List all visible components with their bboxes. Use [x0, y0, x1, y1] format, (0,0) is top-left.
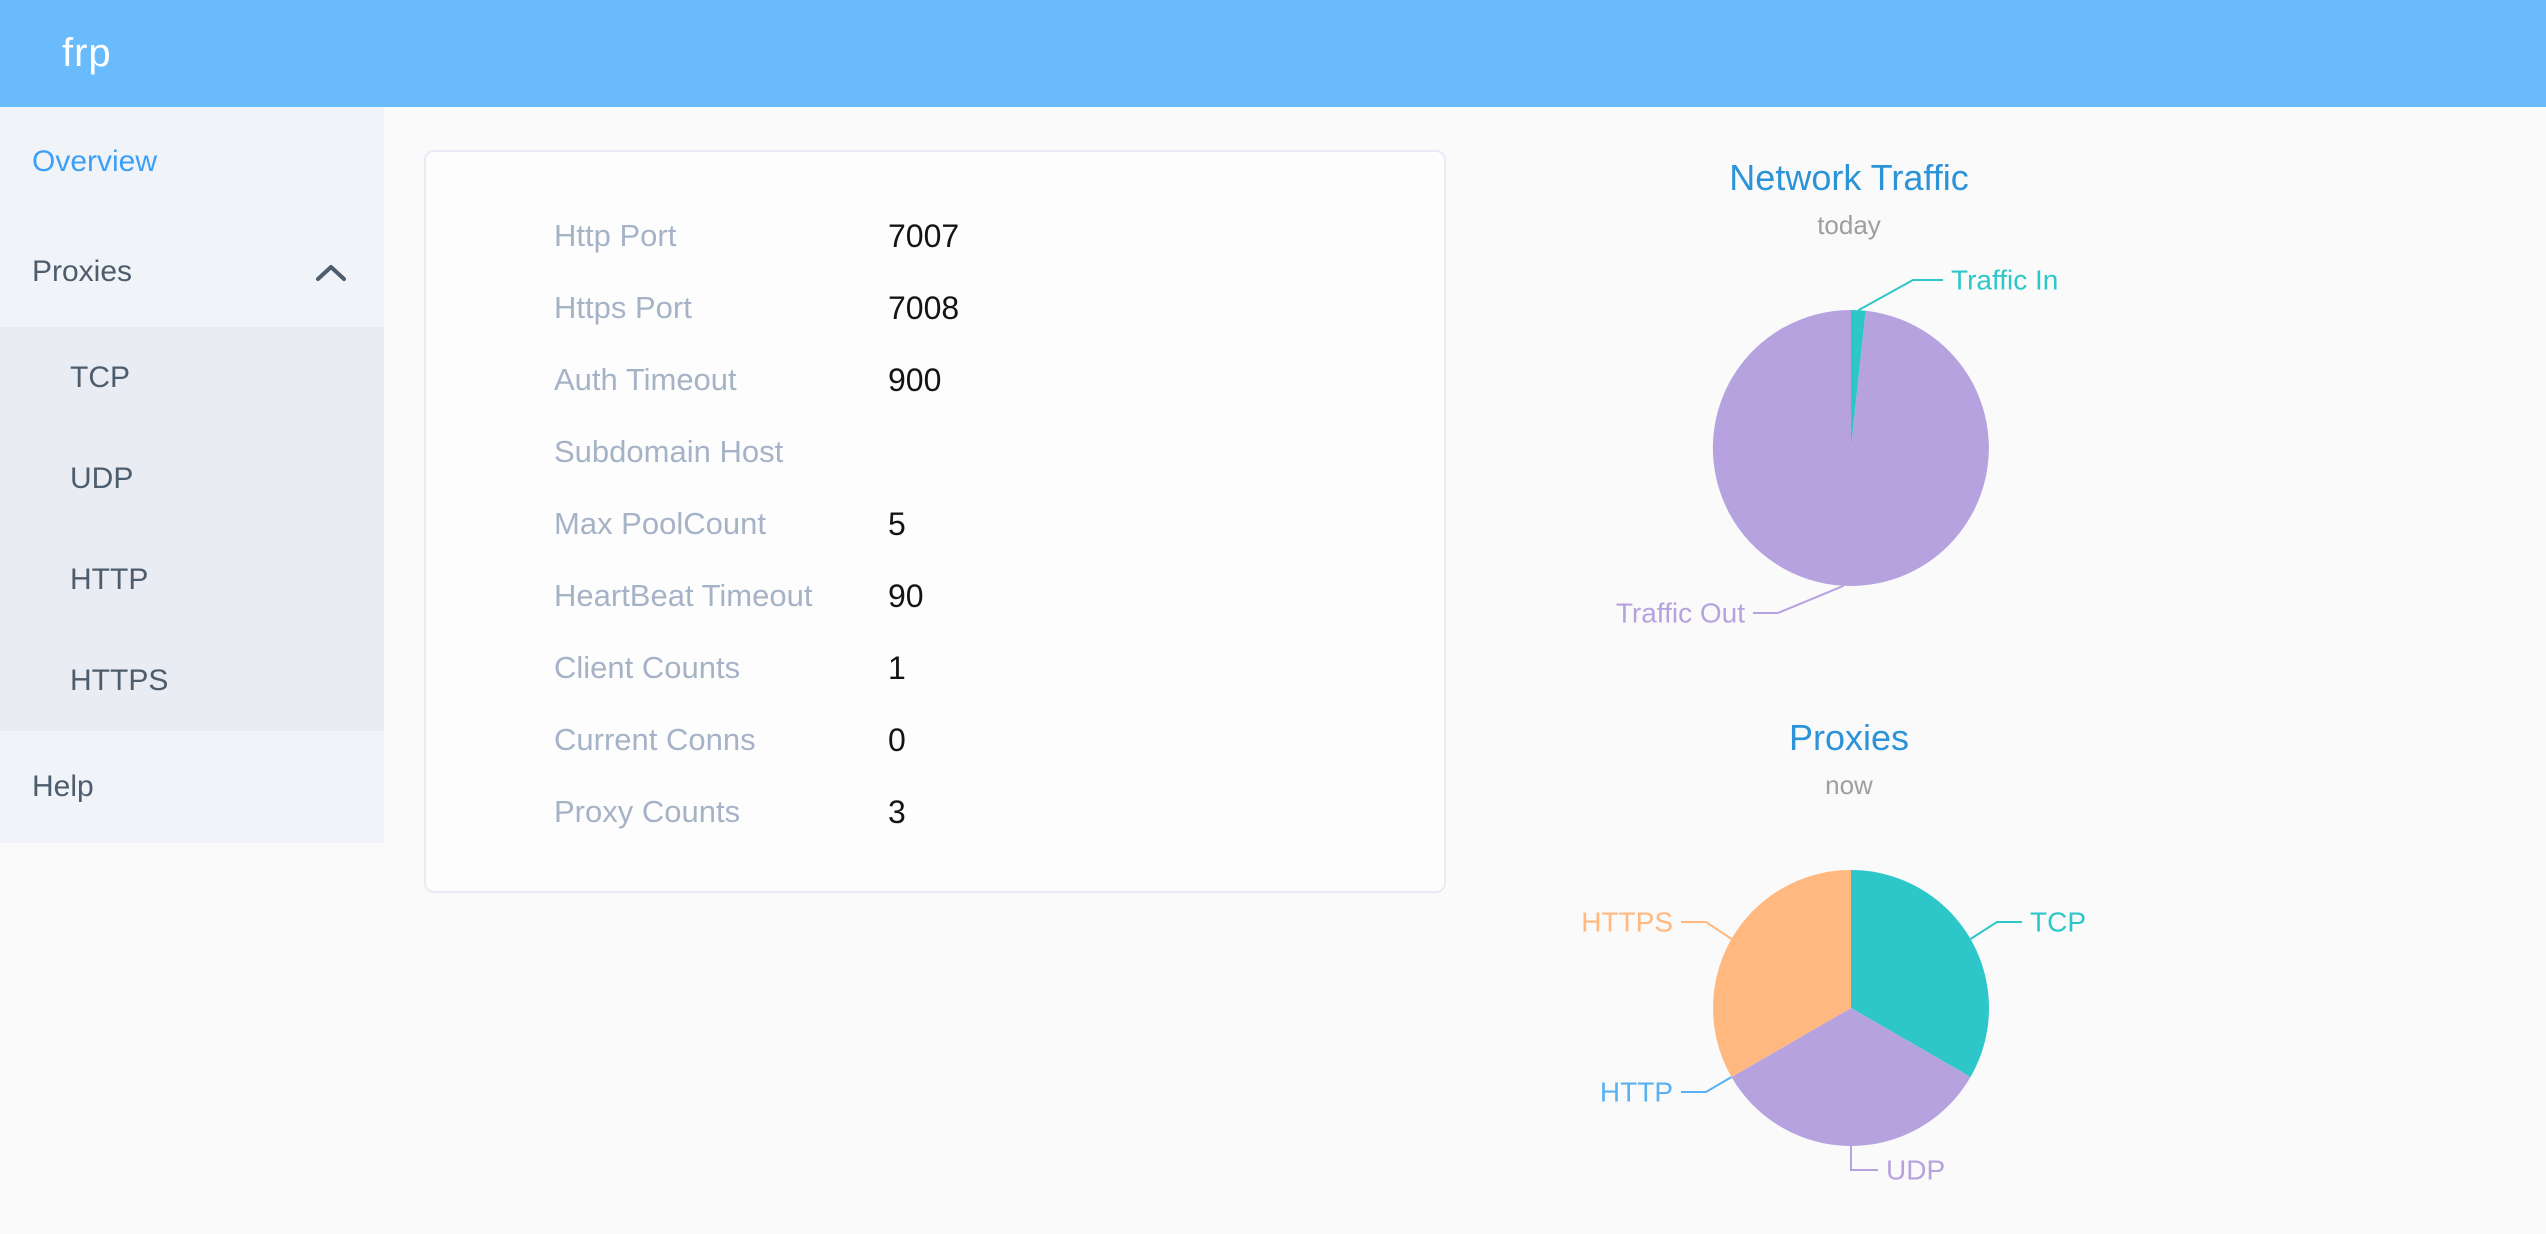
info-value: 7007 [888, 217, 960, 254]
network-traffic-pie-chart: Traffic In Traffic Out [1616, 265, 2059, 629]
server-info-card: Http Port 7007 Https Port 7008 Auth Time… [424, 150, 1446, 893]
server-info-row: Max PoolCount 5 [426, 488, 1444, 560]
server-info-row: Current Conns 0 [426, 704, 1444, 776]
sidebar-item-https-label: HTTPS [70, 664, 169, 697]
proxies-chart-title: Proxies [1788, 717, 1910, 758]
sidebar-item-http-label: HTTP [70, 563, 149, 596]
sidebar-item-tcp-label: TCP [70, 361, 130, 394]
info-value: 90 [888, 577, 924, 614]
app-header: frp [0, 0, 2546, 107]
server-info-row: Proxy Counts 3 [426, 776, 1444, 848]
info-label: Client Counts [554, 650, 741, 685]
sidebar-item-udp-label: UDP [70, 462, 134, 495]
info-value: 1 [888, 649, 906, 686]
app-logo: frp [62, 31, 112, 75]
tcp-label-line [1969, 921, 2022, 940]
server-info-table: Http Port 7007 Https Port 7008 Auth Time… [426, 200, 1444, 848]
pie-slice-udp[interactable] [1731, 1008, 1971, 1146]
info-value: 5 [888, 505, 906, 542]
sidebar: Overview Proxies TCP UDP HTTP HTTPS Help [0, 107, 384, 843]
info-label: Auth Timeout [554, 362, 737, 397]
sidebar-item-overview-label: Overview [32, 145, 158, 178]
server-info-row: HeartBeat Timeout 90 [426, 560, 1444, 632]
sidebar-item-http[interactable]: HTTP [0, 529, 384, 630]
pie-slice-traffic-out[interactable] [1712, 309, 1989, 586]
traffic-in-label: Traffic In [1951, 265, 2058, 296]
info-label: Http Port [554, 218, 677, 253]
tcp-label: TCP [2030, 907, 2086, 938]
chevron-up-icon [316, 265, 346, 281]
http-label-line [1681, 1076, 1733, 1093]
sidebar-item-proxies[interactable]: Proxies [0, 217, 384, 327]
sidebar-item-help-label: Help [32, 770, 94, 803]
pie-slice-traffic-in[interactable] [1851, 310, 1866, 448]
udp-label-line [1850, 1146, 1878, 1171]
info-value: 900 [888, 361, 942, 398]
info-label: Current Conns [554, 722, 756, 757]
traffic-out-label: Traffic Out [1616, 598, 1745, 629]
info-value: 3 [888, 793, 906, 830]
sidebar-item-overview[interactable]: Overview [0, 107, 384, 217]
network-traffic-chart-title: Network Traffic [1729, 157, 1969, 198]
sidebar-item-help[interactable]: Help [0, 731, 384, 843]
https-label: HTTPS [1581, 907, 1673, 938]
udp-label: UDP [1886, 1155, 1945, 1186]
info-label: Proxy Counts [554, 794, 741, 829]
info-label: Https Port [554, 290, 692, 325]
sidebar-item-https[interactable]: HTTPS [0, 630, 384, 731]
http-label: HTTP [1600, 1077, 1673, 1108]
info-label: HeartBeat Timeout [554, 578, 813, 613]
server-info-row: Https Port 7008 [426, 272, 1444, 344]
server-info-row: Subdomain Host [426, 416, 1444, 488]
proxies-submenu: TCP UDP HTTP HTTPS [0, 327, 384, 731]
traffic-out-label-line [1753, 584, 1844, 614]
info-label: Subdomain Host [554, 434, 784, 469]
proxies-chart-subtitle: now [1825, 770, 1873, 800]
info-value: 7008 [888, 289, 960, 326]
sidebar-item-udp[interactable]: UDP [0, 428, 384, 529]
server-info-row: Client Counts 1 [426, 632, 1444, 704]
sidebar-item-tcp[interactable]: TCP [0, 327, 384, 428]
network-traffic-chart-subtitle: today [1817, 210, 1881, 240]
sidebar-item-proxies-label: Proxies [32, 255, 133, 288]
traffic-in-label-line [1857, 279, 1943, 312]
server-info-row: Http Port 7007 [426, 200, 1444, 272]
https-label-line [1681, 921, 1733, 940]
info-value: 0 [888, 721, 906, 758]
server-info-row: Auth Timeout 900 [426, 344, 1444, 416]
pie-slice-tcp[interactable] [1851, 870, 1989, 1077]
proxies-pie-chart: TCP UDP HTTP HTTPS [1581, 870, 2086, 1186]
info-label: Max PoolCount [554, 506, 766, 541]
pie-slice-https[interactable] [1713, 870, 1851, 1077]
